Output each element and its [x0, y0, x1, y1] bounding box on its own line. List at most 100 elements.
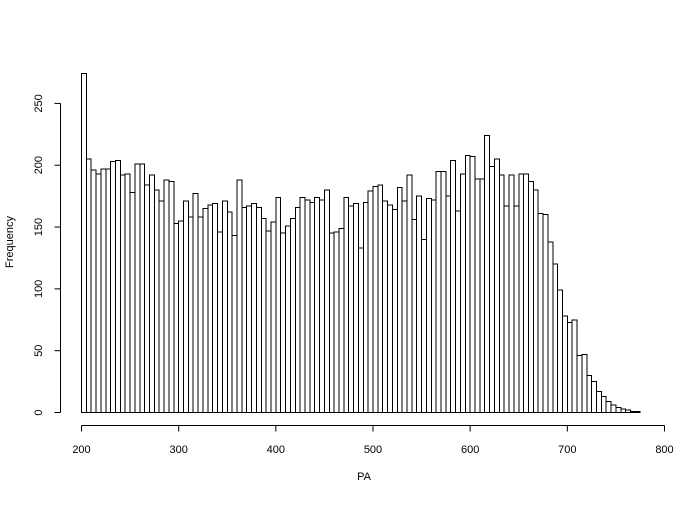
histogram-bar — [158, 200, 165, 413]
y-tick-label: 0 — [33, 409, 45, 415]
histogram-bar — [139, 163, 146, 413]
histogram-bar — [110, 161, 117, 413]
histogram-bar — [314, 196, 321, 413]
histogram-bar — [294, 206, 301, 413]
x-tick-label: 800 — [655, 444, 673, 456]
histogram-bar — [178, 220, 185, 413]
histogram-bar — [547, 241, 554, 413]
histogram-bar — [411, 219, 418, 413]
histogram-bar — [260, 217, 267, 413]
histogram-bar — [377, 184, 384, 413]
histogram-bar — [338, 227, 345, 413]
histogram-bar — [362, 201, 369, 413]
histogram-bar — [124, 173, 131, 413]
histogram-bar — [561, 315, 568, 413]
histogram-bar — [309, 201, 316, 413]
histogram-bar — [489, 165, 495, 413]
x-tick-label: 300 — [169, 444, 187, 456]
x-tick-label: 600 — [461, 444, 479, 456]
histogram-bar — [435, 170, 442, 413]
histogram-bar — [328, 232, 335, 413]
histogram-bar — [85, 158, 92, 413]
histogram-bar — [275, 196, 282, 413]
histogram-bar — [100, 168, 107, 413]
histogram-bar — [280, 232, 287, 413]
histogram-bar — [498, 174, 505, 413]
histogram-bar — [241, 206, 248, 413]
histogram-bar — [270, 221, 277, 413]
histogram-bar — [576, 355, 583, 414]
histogram-bar — [343, 196, 350, 413]
histogram-bar — [226, 211, 233, 413]
histogram-bar — [221, 200, 228, 413]
histogram-bar — [333, 231, 340, 413]
histogram-bar — [401, 200, 408, 413]
histogram-bar — [523, 173, 529, 413]
histogram-bar — [416, 195, 423, 413]
y-tick-label: 50 — [33, 345, 45, 357]
histogram-bar — [246, 205, 253, 413]
histogram-bar — [134, 163, 141, 413]
histogram-bar — [289, 217, 296, 413]
histogram-bar — [557, 289, 563, 414]
histogram-bar — [115, 159, 121, 413]
histogram-bar — [391, 209, 398, 413]
histogram-bar — [304, 199, 311, 413]
histogram-bar — [459, 173, 466, 413]
y-tick-label: 150 — [33, 218, 45, 236]
histogram-bar — [586, 374, 593, 414]
histogram-bar — [600, 395, 607, 413]
histogram-bar — [119, 174, 126, 413]
histogram-bar — [81, 73, 87, 414]
histogram-bar — [265, 230, 272, 413]
histogram-bar — [319, 199, 325, 413]
histogram-bar — [566, 321, 573, 413]
histogram-bar — [634, 410, 641, 414]
histogram-bar — [207, 204, 214, 413]
histogram-bar — [153, 189, 160, 413]
histogram-bar — [129, 191, 136, 413]
histogram-bar — [231, 235, 238, 413]
y-tick-label: 100 — [33, 280, 45, 298]
histogram-bar — [508, 174, 515, 413]
histogram-bar — [251, 203, 257, 413]
histogram-bar — [217, 231, 223, 413]
histogram-bar — [591, 381, 597, 413]
histogram-bar — [610, 404, 617, 413]
histogram-bar — [479, 178, 486, 413]
histogram-bar — [464, 154, 471, 413]
x-tick-label: 400 — [267, 444, 285, 456]
histogram-bar — [299, 196, 306, 413]
histogram-bar — [615, 407, 622, 413]
histogram-bar — [212, 203, 219, 413]
histogram-bar — [285, 225, 291, 413]
y-tick-label: 250 — [33, 94, 45, 112]
histogram-bar — [493, 158, 500, 413]
histogram-bar — [323, 189, 330, 413]
y-axis: 0 50 100 150 200 250 — [33, 94, 61, 416]
histogram-bar — [430, 199, 437, 413]
histogram-bar — [192, 193, 199, 413]
histogram-bar — [202, 208, 209, 413]
histogram-bar — [187, 216, 194, 413]
histogram-bar — [90, 169, 97, 413]
histogram-bar — [527, 180, 534, 413]
histogram-bar — [625, 409, 631, 413]
x-tick-label: 500 — [364, 444, 382, 456]
histogram-bar — [236, 179, 243, 413]
histogram-bar — [450, 159, 457, 413]
histogram-bar — [595, 390, 602, 414]
histogram-bar — [474, 178, 481, 413]
histogram-bar — [348, 205, 355, 413]
histogram-bar — [484, 135, 491, 414]
histogram-bar — [513, 205, 520, 413]
histogram-bar — [353, 203, 359, 413]
histogram-bar — [518, 173, 525, 413]
histogram-bar — [382, 200, 389, 413]
histogram-bar — [445, 195, 452, 413]
histogram-bar — [149, 174, 155, 413]
histogram-bar — [542, 214, 549, 413]
histogram-bar — [387, 204, 393, 413]
histogram-bar — [537, 212, 544, 413]
